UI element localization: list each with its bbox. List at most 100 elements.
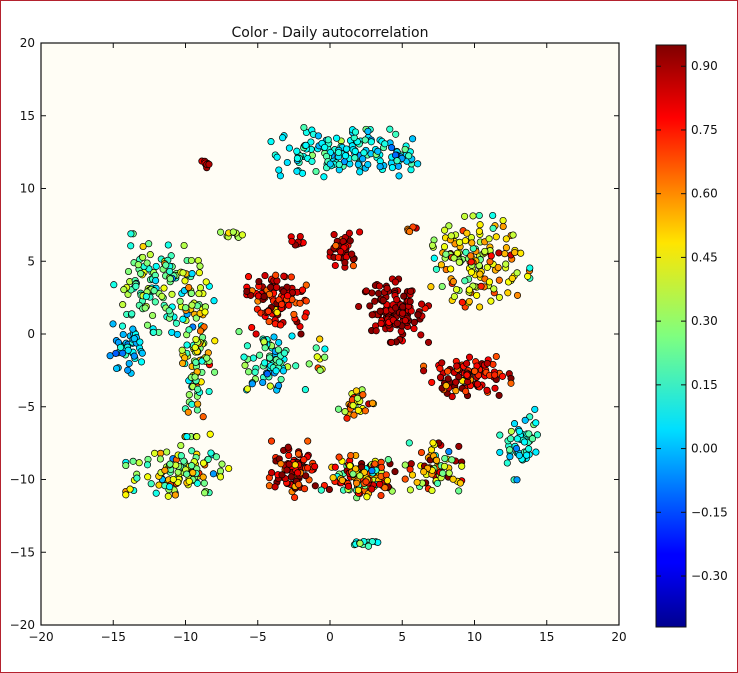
data-point: [376, 307, 384, 315]
data-point: [455, 487, 463, 495]
data-point: [487, 252, 495, 260]
data-point: [235, 328, 243, 336]
data-point: [191, 343, 199, 352]
data-point: [109, 320, 117, 328]
data-point: [496, 448, 504, 456]
data-point: [453, 362, 461, 370]
data-point: [185, 391, 193, 399]
data-point: [498, 372, 507, 380]
data-point: [473, 380, 482, 388]
data-point: [468, 239, 476, 247]
data-point: [467, 268, 475, 276]
data-point: [216, 473, 225, 481]
data-point: [273, 153, 281, 161]
data-point: [447, 232, 455, 240]
data-point: [465, 353, 474, 361]
data-point: [393, 319, 401, 327]
data-point: [502, 260, 510, 268]
data-point: [469, 212, 477, 220]
data-point: [297, 330, 305, 338]
data-point: [475, 227, 483, 235]
data-point: [180, 241, 188, 250]
data-point: [312, 344, 320, 352]
data-point: [485, 235, 493, 243]
data-point: [164, 492, 172, 500]
data-point: [489, 211, 497, 220]
data-point: [201, 308, 209, 316]
data-point: [371, 460, 379, 468]
data-point: [438, 282, 446, 291]
data-point: [119, 301, 127, 309]
data-point: [294, 450, 303, 458]
colorbar-tick-label: 0.60: [691, 187, 718, 201]
data-point: [508, 274, 516, 282]
data-point: [156, 455, 164, 463]
data-point: [409, 135, 417, 143]
data-point: [122, 491, 130, 499]
data-point: [248, 380, 256, 388]
data-point: [263, 370, 271, 378]
data-point: [284, 292, 292, 300]
data-point: [463, 359, 471, 368]
data-point: [400, 292, 408, 300]
data-point: [130, 352, 138, 360]
data-point: [376, 480, 384, 488]
data-point: [178, 346, 186, 354]
data-point: [417, 448, 426, 457]
data-point: [440, 462, 449, 470]
data-point: [353, 479, 361, 487]
data-point: [442, 250, 450, 258]
data-point: [449, 475, 457, 483]
data-point: [375, 282, 384, 290]
data-point: [141, 304, 149, 312]
data-point: [461, 212, 469, 220]
data-point: [171, 491, 179, 499]
data-point: [528, 435, 537, 443]
data-point: [217, 228, 225, 236]
data-point: [325, 485, 333, 494]
data-point: [144, 473, 152, 481]
data-point: [383, 284, 391, 292]
data-point: [218, 460, 226, 468]
data-point: [267, 437, 276, 445]
data-point: [296, 232, 304, 241]
data-point: [320, 173, 328, 181]
data-point: [349, 401, 357, 410]
data-point: [166, 460, 174, 468]
data-point: [462, 387, 470, 395]
data-point: [212, 453, 220, 461]
data-point: [438, 359, 446, 367]
data-point: [302, 141, 310, 149]
data-point: [410, 325, 418, 333]
data-point: [291, 461, 299, 469]
data-point: [173, 330, 181, 338]
data-point: [152, 489, 160, 497]
data-point: [304, 464, 312, 472]
data-point: [182, 304, 190, 312]
data-point: [329, 474, 337, 482]
colorbar-tick-label: 0.45: [691, 250, 718, 264]
data-point: [428, 241, 437, 249]
data-point: [161, 466, 169, 474]
data-point: [290, 310, 298, 318]
data-point: [391, 468, 399, 476]
data-point: [305, 360, 313, 368]
x-tick-label: 20: [611, 630, 626, 644]
data-point: [203, 354, 211, 362]
data-point: [146, 251, 154, 259]
data-point: [450, 292, 458, 301]
data-point: [473, 291, 481, 299]
data-point: [495, 276, 503, 284]
data-point: [240, 353, 248, 361]
data-point: [513, 476, 521, 484]
data-point: [424, 338, 433, 346]
data-point: [334, 253, 343, 262]
data-point: [413, 478, 421, 486]
data-point: [132, 282, 140, 290]
data-point: [183, 470, 191, 478]
data-point: [136, 338, 144, 346]
data-point: [164, 241, 172, 249]
data-point: [284, 443, 292, 451]
data-point: [485, 278, 494, 286]
data-point: [206, 430, 214, 438]
